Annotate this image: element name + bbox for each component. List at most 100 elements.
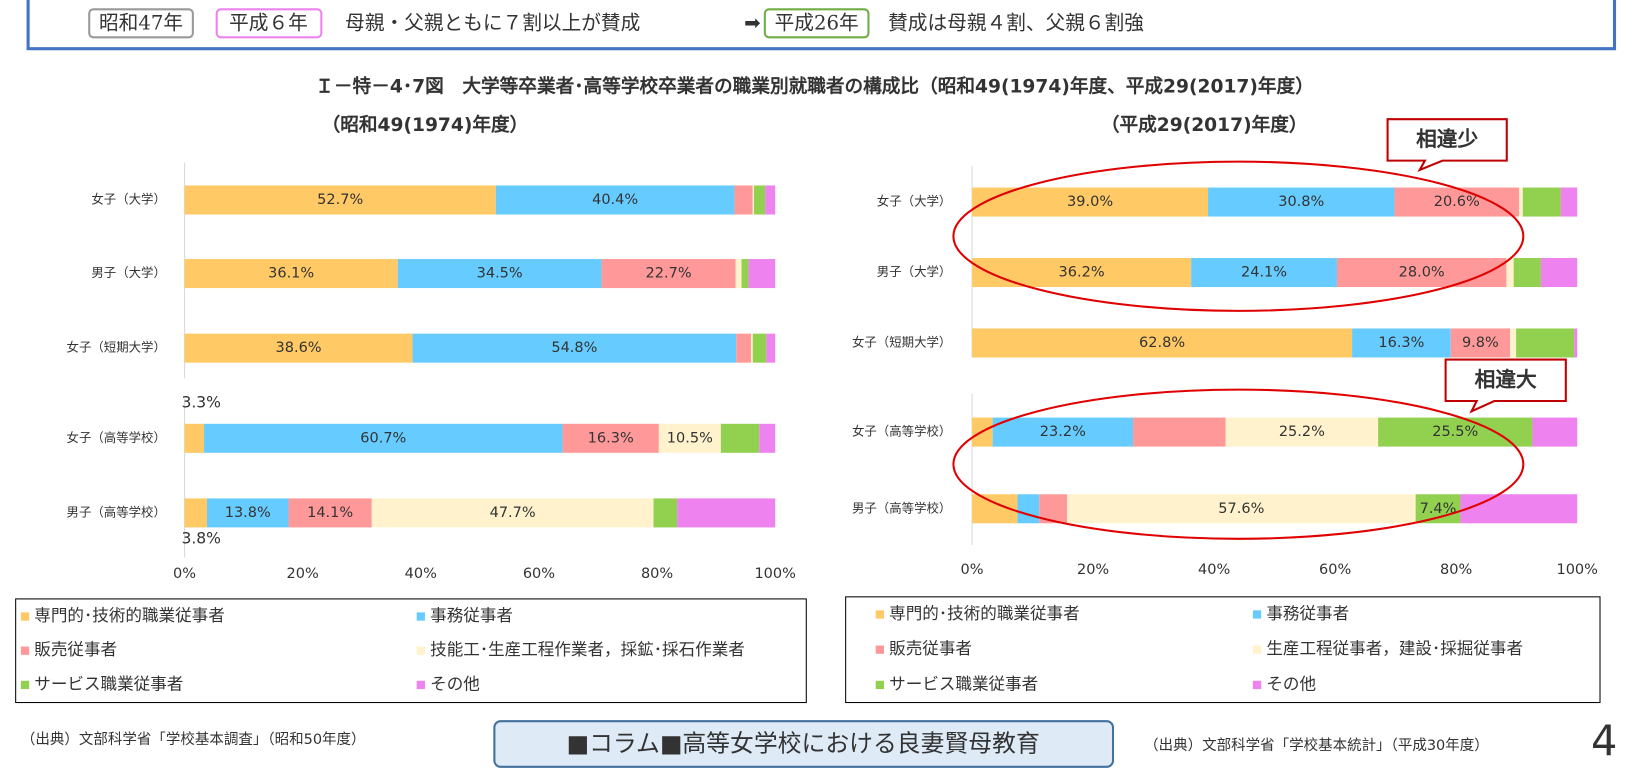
bar-segment bbox=[734, 185, 753, 215]
value-label: 28.0% bbox=[1399, 265, 1445, 281]
legend-label: サービス職業従事者 bbox=[889, 674, 1038, 693]
page-number: 4 bbox=[1591, 717, 1617, 765]
x-tick-label: 100% bbox=[1556, 562, 1597, 578]
value-label: 25.2% bbox=[1279, 424, 1325, 440]
legend-swatch bbox=[875, 680, 884, 690]
legend-label: サービス職業従事者 bbox=[34, 674, 183, 693]
x-tick-label: 0% bbox=[961, 562, 984, 578]
category-label: 女子（高等学校） bbox=[852, 424, 951, 439]
bar-segment bbox=[1133, 417, 1226, 447]
bar-segment bbox=[184, 185, 496, 215]
value-label: 13.8% bbox=[225, 505, 271, 521]
bar-segment bbox=[766, 333, 776, 363]
value-label: 25.5% bbox=[1432, 424, 1478, 440]
bar-segment bbox=[972, 258, 1192, 288]
legend-swatch bbox=[1252, 680, 1262, 690]
legend-label: 事務従事者 bbox=[1266, 604, 1349, 623]
bar-segment bbox=[759, 423, 776, 453]
value-label: 60.7% bbox=[360, 430, 406, 446]
header-box bbox=[26, 0, 1617, 51]
x-tick-label: 20% bbox=[1077, 562, 1109, 578]
bar-segment bbox=[562, 423, 659, 453]
legend-box bbox=[845, 596, 1601, 704]
category-label: 女子（短期大学） bbox=[67, 340, 166, 355]
category-label: 女子（短期大学） bbox=[852, 334, 951, 349]
annotation: 相違少 bbox=[1416, 127, 1478, 151]
x-tick-label: 60% bbox=[523, 566, 555, 582]
header-tag bbox=[88, 8, 194, 39]
value-label: 24.1% bbox=[1241, 265, 1287, 281]
column-button-text[interactable]: ■コラム■高等女学校における良妻賢母教育 bbox=[567, 730, 1040, 758]
bar-segment bbox=[741, 259, 749, 289]
header-tag bbox=[215, 8, 323, 39]
bar-segment bbox=[601, 259, 736, 289]
bar-segment bbox=[765, 185, 776, 215]
legend-label: 技能工･生産工程作業者，採鉱･採石作業者 bbox=[430, 640, 745, 659]
bar-segment bbox=[1450, 328, 1511, 358]
bar-segment bbox=[1394, 187, 1520, 217]
x-tick-label: 60% bbox=[1319, 562, 1351, 578]
category-label: 男子（高等学校） bbox=[67, 504, 166, 519]
bar-segment bbox=[184, 333, 413, 363]
source: （出典）文部科学省「学校基本調査」（昭和50年度） bbox=[21, 731, 366, 748]
category-label: 男子（大学） bbox=[91, 265, 166, 280]
bar-segment bbox=[735, 259, 742, 289]
source: （出典）文部科学省「学校基本統計」（平成30年度） bbox=[1144, 737, 1489, 754]
bar-segment bbox=[371, 498, 654, 528]
category-label: 男子（高等学校） bbox=[852, 500, 951, 515]
bar-segment bbox=[1513, 258, 1541, 288]
highlight-ellipse bbox=[952, 160, 1525, 312]
legend-swatch bbox=[20, 646, 30, 655]
figure-title: Ｉ－特－4･7図 大学等卒業者･高等学校卒業者の職業別就職者の構成比（昭和49(… bbox=[315, 76, 1314, 98]
legend-label: 販売従事者 bbox=[889, 639, 972, 658]
value-label: 22.7% bbox=[646, 266, 692, 282]
bar-segment bbox=[653, 498, 678, 528]
legend-swatch bbox=[875, 610, 884, 619]
bar-segment bbox=[972, 328, 1353, 358]
x-tick-label: 100% bbox=[754, 566, 795, 582]
header-text: 昭和47年 bbox=[99, 11, 183, 34]
bar-segment bbox=[1574, 328, 1578, 358]
bar-segment bbox=[1017, 494, 1040, 524]
value-label: 3.3% bbox=[181, 394, 220, 412]
bar-segment bbox=[752, 333, 767, 363]
value-label: 52.7% bbox=[317, 192, 363, 208]
bar-segment bbox=[397, 259, 602, 289]
category-label: 女子（大学） bbox=[877, 194, 952, 209]
column-button[interactable] bbox=[493, 720, 1115, 768]
bar-segment bbox=[1519, 187, 1523, 217]
x-tick-label: 40% bbox=[1198, 562, 1230, 578]
value-label: 39.0% bbox=[1067, 194, 1113, 210]
header-tag bbox=[763, 8, 870, 39]
legend-label: 専門的･技術的職業従事者 bbox=[889, 604, 1079, 623]
value-label: 57.6% bbox=[1218, 501, 1264, 517]
callout bbox=[1386, 118, 1508, 173]
legend-label: その他 bbox=[430, 674, 480, 693]
bar-segment bbox=[1510, 328, 1517, 358]
legend-swatch bbox=[416, 646, 425, 655]
bar-segment bbox=[204, 423, 563, 453]
bar-segment bbox=[658, 423, 721, 453]
header-text: 母親・父親ともに７割以上が賛成 bbox=[345, 11, 640, 34]
bar-segment bbox=[1516, 328, 1575, 358]
bar-segment bbox=[1506, 258, 1514, 288]
legend-label: 販売従事者 bbox=[34, 640, 117, 659]
value-label: 3.8% bbox=[181, 529, 220, 547]
value-label: 34.5% bbox=[477, 266, 523, 282]
bar-segment bbox=[1378, 417, 1533, 447]
legend-swatch bbox=[20, 612, 30, 621]
bar-segment bbox=[736, 333, 751, 363]
category-label: 女子（高等学校） bbox=[67, 430, 166, 445]
value-label: 16.3% bbox=[1378, 335, 1424, 351]
bar-segment bbox=[1560, 187, 1578, 217]
x-tick-label: 0% bbox=[173, 566, 196, 582]
bar-segment bbox=[1225, 417, 1379, 447]
bar-segment bbox=[412, 333, 737, 363]
value-label: 47.7% bbox=[490, 505, 536, 521]
value-label: 54.8% bbox=[551, 340, 597, 356]
bar-segment bbox=[1191, 258, 1337, 288]
header-text: 平成６年 bbox=[229, 11, 308, 34]
value-label: 20.6% bbox=[1434, 194, 1480, 210]
